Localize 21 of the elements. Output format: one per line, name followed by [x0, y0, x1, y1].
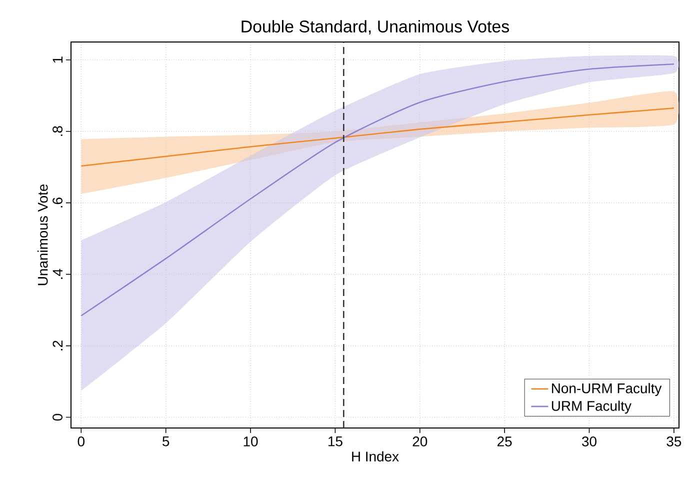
y-axis-title: Unanimous Vote — [38, 184, 48, 286]
y-tick-label: .6 — [52, 198, 62, 208]
legend-label: Non-URM Faculty — [552, 383, 662, 396]
line-series — [80, 107, 675, 167]
x-tick-label: 15 — [328, 436, 342, 446]
x-tick-label: 5 — [162, 436, 170, 446]
y-tick-label: .4 — [52, 268, 62, 279]
y-tick-label: 1 — [52, 56, 62, 63]
x-tick-label: 0 — [78, 436, 84, 446]
x-axis-title: H Index — [352, 451, 399, 462]
y-tick-label: .2 — [52, 340, 62, 350]
x-tick-label: 10 — [244, 436, 258, 446]
x-tick-label: 20 — [412, 436, 428, 446]
chart-title: Double Standard, Unanimous Votes — [242, 20, 509, 35]
line-series — [80, 64, 675, 316]
legend-label: URM Faculty — [552, 400, 632, 414]
y-tick-label: .8 — [52, 126, 62, 136]
x-tick-label: 30 — [582, 436, 596, 446]
x-tick-label: 25 — [498, 436, 512, 446]
y-tick-label: 0 — [52, 414, 62, 421]
x-tick-label: 35 — [666, 436, 682, 446]
